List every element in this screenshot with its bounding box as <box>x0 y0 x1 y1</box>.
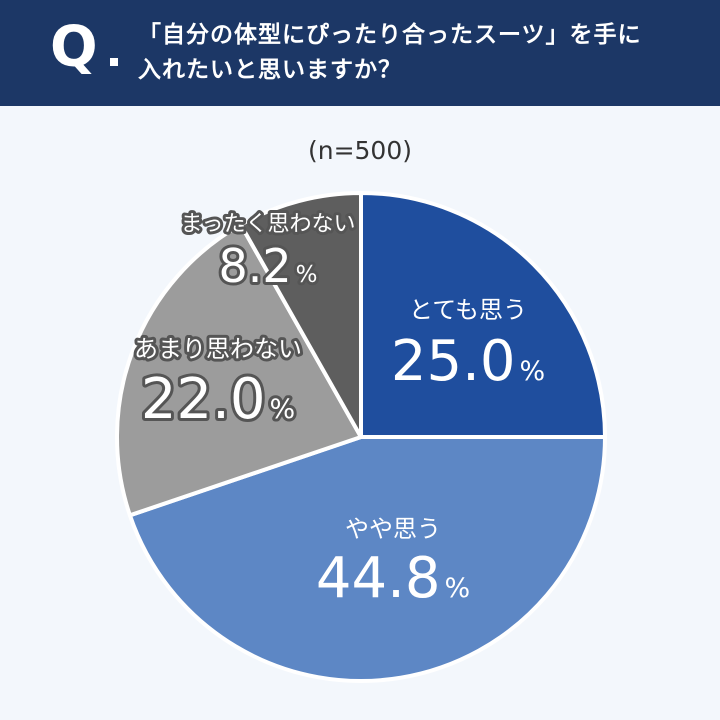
pie-slice-totemo <box>359 191 607 439</box>
question-line-1: 「自分の体型にぴったり合ったスーツ」を手に <box>138 22 642 48</box>
pie-slice-yaya <box>127 435 607 683</box>
sample-size-label: (n=500) <box>307 136 413 165</box>
question-header: Q 「自分の体型にぴったり合ったスーツ」を手に 入れたいと思いますか？ <box>0 0 720 106</box>
slice-value-totemo: 25.0% <box>391 329 545 394</box>
slice-value-amari: 22.0% <box>141 367 295 432</box>
slice-label-yaya: やや思う <box>345 515 441 543</box>
slice-label-mattaku: まったく思わない <box>180 212 355 237</box>
slice-value-yaya: 44.8% <box>316 546 470 611</box>
slice-label-amari: あまり思わない <box>134 335 302 363</box>
question-line-2: 入れたいと思いますか？ <box>138 57 402 83</box>
slice-label-totemo: とても思う <box>409 296 527 324</box>
pie-slice-mattaku <box>238 191 363 439</box>
question-mark-label: Q <box>50 15 98 80</box>
question-mark-dot <box>110 58 118 66</box>
pie-slice-amari <box>115 222 363 518</box>
question-text: 「自分の体型にぴったり合ったスーツ」を手に 入れたいと思いますか？ <box>138 18 698 88</box>
slice-value-mattaku: 8.2% <box>218 239 317 293</box>
